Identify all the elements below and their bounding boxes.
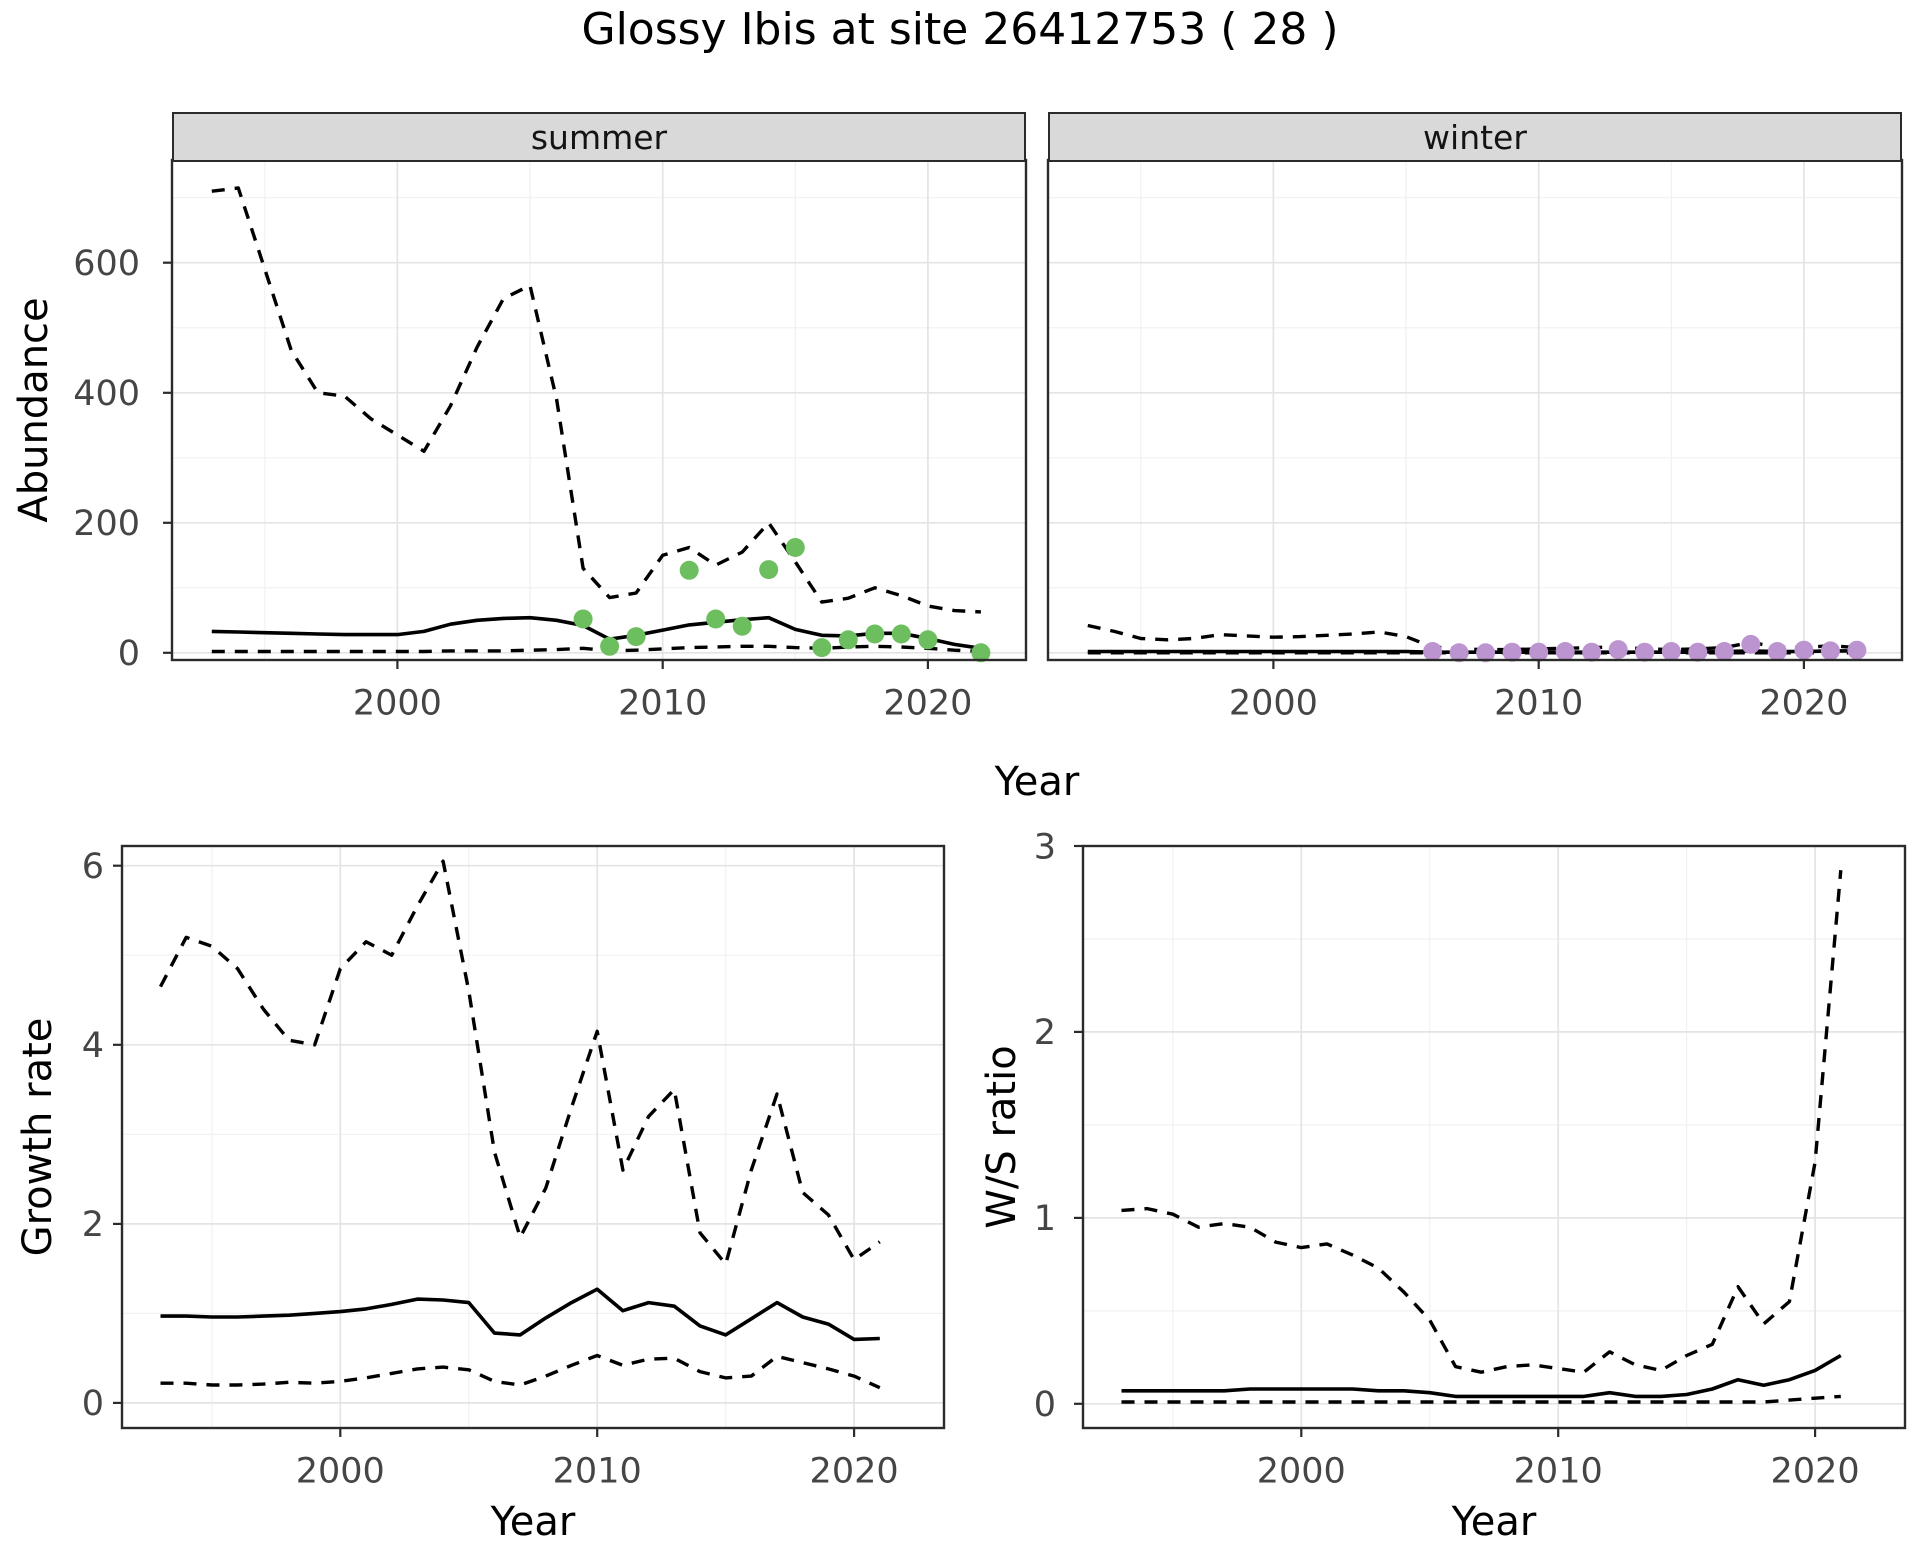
abundance-summer-lower-ci-line [211,644,981,654]
x-tick-label: 2000 [353,683,442,723]
x-tick-label: 2000 [296,1451,385,1491]
x-axis-title-year-bottom-right: Year [1451,1499,1537,1545]
winter-observations-point [1529,642,1549,662]
summer-observations-point [759,560,779,580]
x-tick-label: 2000 [1257,1451,1346,1491]
winter-observations-point [1847,640,1867,660]
ws-ratio-median-line [1121,1353,1842,1399]
y-tick-label: 3 [1034,827,1056,867]
x-tick-label: 2020 [883,683,972,723]
summer-observations-point [918,630,938,650]
y-tick-label: 200 [73,504,140,544]
summer-observations-point [891,624,911,644]
winter-observations-point [1820,641,1840,661]
panel-ws-ratio: 2000 2010 2020 0 1 2 3 [1034,827,1907,1491]
facet-strip-summer: summer [172,112,1026,162]
winter-observations-point [1449,643,1469,663]
summer-observations-point [971,643,991,663]
winter-observations-point [1423,642,1443,661]
y-tick-label: 0 [82,1384,104,1424]
winter-observations-point [1714,642,1734,661]
panel-border [1046,158,1904,662]
winter-observations-point [1582,642,1602,662]
y-tick-label: 0 [1034,1385,1056,1425]
summer-observations-point [679,560,699,580]
y-axis-title-abundance: Abundance [11,297,57,523]
summer-observations-point [706,609,726,629]
facet-strip-winter: winter [1048,112,1902,162]
y-tick-label: 2 [82,1205,104,1245]
x-tick-label: 2010 [553,1451,642,1491]
summer-observations-point [626,627,646,647]
growth-rate-upper-ci-line [158,859,881,1266]
y-tick-label: 1 [1034,1199,1056,1239]
panel-abundance-winter: 2000 2010 2020 [1046,158,1904,723]
y-tick-label: 600 [73,244,140,284]
abundance-summer-upper-ci-line [211,186,981,614]
x-axis-title-year-bottom-left: Year [490,1499,576,1545]
facet-strip-summer-label: summer [530,117,668,157]
x-tick-label: 2020 [810,1451,899,1491]
summer-observations-point [600,636,620,656]
winter-observations-point [1608,640,1628,660]
winter-observations-point [1794,640,1814,660]
y-axis-title-growth-rate: Growth rate [15,1017,61,1257]
summer-observations-point [838,630,858,650]
x-tick-label: 2010 [1514,1451,1603,1491]
summer-observations-point [785,538,805,557]
x-tick-label: 2010 [1494,683,1583,723]
ws-ratio-lower-ci-line [1121,1394,1841,1404]
summer-observations-point [732,616,752,636]
panel-border [120,844,946,1430]
y-tick-label: 2 [1034,1013,1056,1053]
ws-ratio-upper-ci-line [1121,870,1843,1374]
panel-border [1081,844,1907,1430]
winter-observations-point [1767,642,1787,661]
x-tick-label: 2010 [618,683,707,723]
growth-rate-lower-ci-line [160,1353,881,1390]
summer-observations-point [573,609,593,629]
winter-observations-point [1688,642,1708,662]
page-title: Glossy Ibis at site 26412753 ( 28 ) [581,4,1339,55]
summer-observations-point [865,624,885,644]
y-tick-label: 0 [118,634,140,674]
winter-observations-point [1502,642,1522,662]
facet-strip-winter-label: winter [1423,117,1527,157]
winter-observations-point [1661,642,1681,661]
growth-rate-median-line [160,1287,880,1342]
x-tick-label: 2020 [1759,683,1848,723]
y-tick-label: 6 [82,847,104,887]
winter-observations-point [1741,634,1761,654]
x-axis-title-year-top: Year [994,759,1080,805]
winter-observations-point [1555,642,1575,661]
summer-observations-point [812,638,832,658]
winter-observations-point [1635,642,1655,662]
panel-abundance-summer: 2000 2010 2020 0 200 400 600 [73,158,1028,723]
y-tick-label: 400 [73,374,140,414]
x-tick-label: 2020 [1771,1451,1860,1491]
winter-observations-point [1476,643,1496,663]
y-tick-label: 4 [82,1026,104,1066]
panel-growth-rate: 2000 2010 2020 0 2 4 6 [82,844,946,1491]
y-axis-title-ws-ratio: W/S ratio [979,1045,1025,1229]
x-tick-label: 2000 [1229,683,1318,723]
